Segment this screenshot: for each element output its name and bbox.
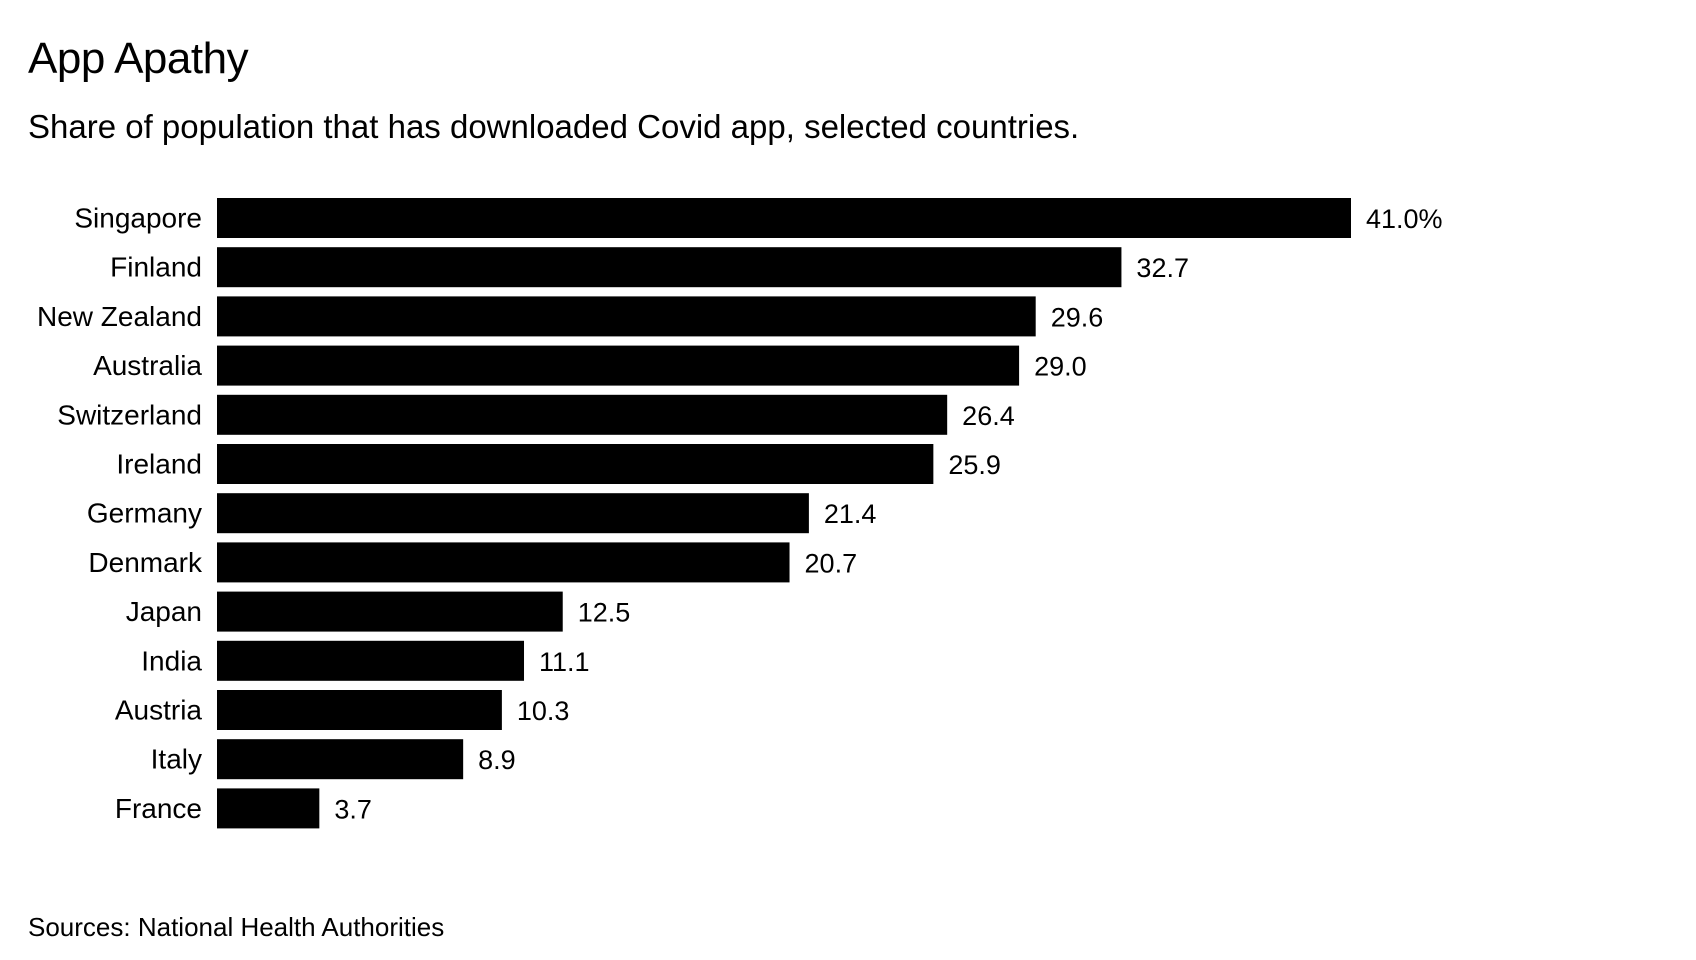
- value-label: 10.3: [517, 696, 570, 726]
- category-label: Ireland: [116, 449, 202, 480]
- bar-singapore: [217, 198, 1351, 238]
- chart-source: Sources: National Health Authorities: [28, 912, 445, 942]
- value-label: 11.1: [539, 647, 590, 677]
- value-label: 41.0%: [1366, 204, 1443, 234]
- bar-japan: [217, 591, 563, 632]
- value-label: 29.6: [1051, 302, 1104, 332]
- chart-subtitle: Share of population that has downloaded …: [28, 108, 1080, 145]
- bar-germany: [217, 493, 809, 534]
- chart-title: App Apathy: [28, 34, 249, 83]
- bar-india: [217, 640, 525, 681]
- category-label: Singapore: [74, 203, 202, 234]
- value-label: 20.7: [805, 548, 858, 578]
- bar-chart: Singapore 41.0% Finland 32.7 New Zealand 29.6…: [37, 198, 1443, 829]
- category-label: Germany: [87, 498, 202, 529]
- value-label: 8.9: [478, 745, 516, 775]
- category-label: Japan: [126, 596, 202, 627]
- bar-italy: [217, 739, 464, 780]
- category-label: New Zealand: [37, 301, 202, 332]
- value-label: 32.7: [1136, 253, 1189, 283]
- value-label: 26.4: [962, 401, 1015, 431]
- category-label: Denmark: [88, 547, 203, 578]
- category-label: Switzerland: [57, 399, 202, 430]
- bar-france: [217, 788, 320, 829]
- bar-australia: [217, 345, 1020, 386]
- value-label: 25.9: [948, 450, 1001, 480]
- value-label: 21.4: [824, 499, 877, 529]
- category-label: India: [141, 645, 202, 676]
- bar-austria: [217, 690, 502, 730]
- bar-ireland: [217, 444, 934, 484]
- value-label: 3.7: [334, 794, 372, 824]
- category-label: France: [115, 793, 202, 824]
- value-label: 12.5: [578, 598, 631, 628]
- category-label: Italy: [151, 744, 202, 775]
- value-label: 29.0: [1034, 352, 1087, 382]
- bar-new-zealand: [217, 296, 1036, 337]
- bar-denmark: [217, 542, 790, 583]
- bar-switzerland: [217, 394, 948, 435]
- category-label: Australia: [93, 350, 202, 381]
- bar-finland: [217, 247, 1122, 288]
- category-label: Finland: [110, 252, 202, 283]
- category-label: Austria: [115, 695, 203, 726]
